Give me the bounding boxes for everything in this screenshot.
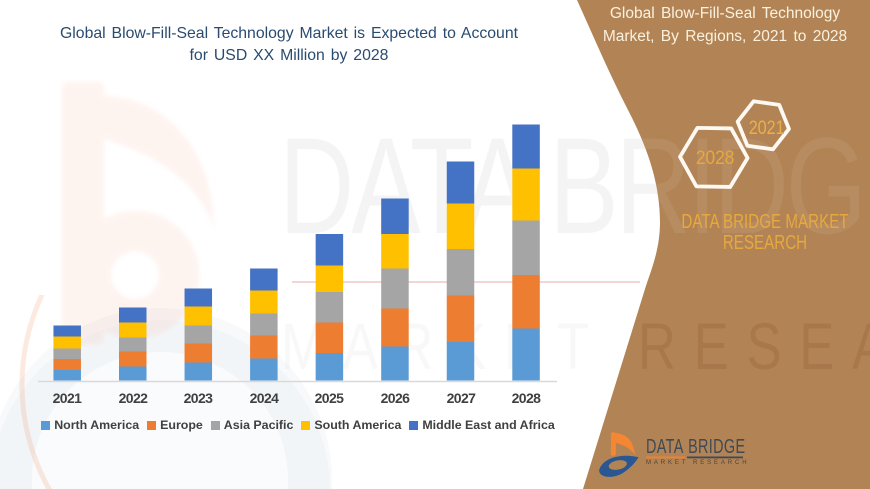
svg-text:2028: 2028 bbox=[696, 147, 735, 169]
svg-text:2021: 2021 bbox=[749, 118, 785, 139]
